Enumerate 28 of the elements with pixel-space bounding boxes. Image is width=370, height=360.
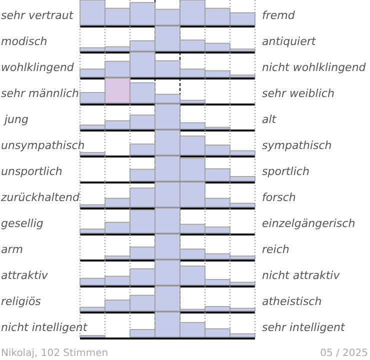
text: jung: [1, 113, 28, 126]
text: zurückhaltend: [0, 191, 80, 204]
text: sehr weiblich: [262, 87, 334, 100]
text: fremd: [262, 9, 296, 22]
text: reich: [262, 243, 290, 256]
text: sehr männlich: [1, 87, 80, 100]
text: nicht attraktiv: [262, 269, 340, 282]
annotation: nicht intelligent: [1, 321, 88, 334]
text: Nikolaj, 102 Stimmen: [1, 348, 108, 359]
text: gesellig: [1, 217, 44, 230]
text: sportlich: [262, 165, 310, 178]
text: alt: [262, 113, 277, 126]
text: einzelgängerisch: [262, 217, 356, 230]
text: sehr vertraut: [1, 9, 74, 22]
text: religiös: [1, 295, 42, 308]
text: modisch: [1, 35, 48, 48]
text: wohlklingend: [1, 61, 75, 74]
text: arm: [1, 243, 23, 256]
text: atheistisch: [262, 295, 322, 308]
text: antiquiert: [262, 35, 316, 48]
text: unsportlich: [1, 165, 62, 178]
text: sehr intelligent: [262, 321, 346, 334]
text: sympathisch: [262, 139, 332, 152]
text: 05 / 2025: [320, 348, 368, 359]
text: forsch: [262, 191, 296, 204]
text: nicht wohlklingend: [262, 61, 367, 74]
annotation: unsympathisch: [1, 139, 85, 152]
text: attraktiv: [1, 269, 48, 282]
